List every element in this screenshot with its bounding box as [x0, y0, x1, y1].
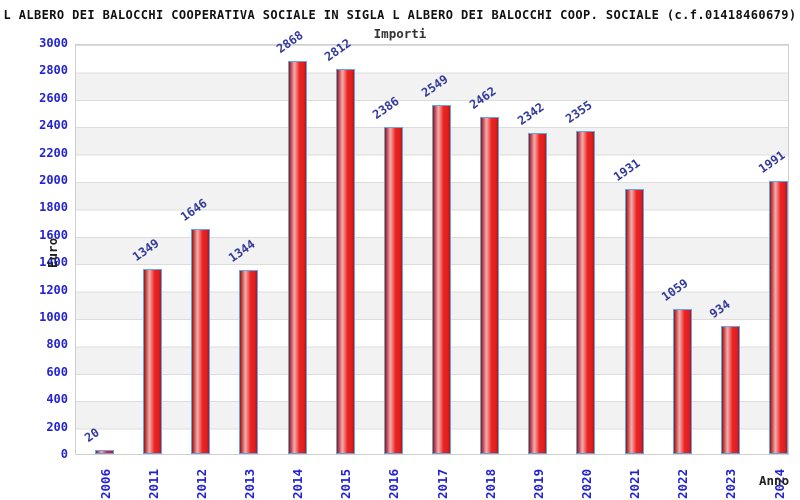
- y-tick-label: 400: [46, 392, 68, 407]
- bar-2012: [191, 228, 211, 454]
- bar-value-label: 934: [707, 297, 734, 322]
- bar-value-label: 20: [81, 425, 102, 445]
- x-tick-label: 2023: [723, 468, 739, 499]
- bar-2011: [143, 269, 163, 454]
- y-tick-label: 2000: [39, 173, 68, 187]
- y-tick-label: 1800: [39, 200, 68, 215]
- chart-subtitle: Importi: [373, 26, 427, 41]
- y-tick-label: 2200: [39, 145, 68, 160]
- bar-value-label: 1349: [129, 236, 162, 265]
- y-tick-label: 2600: [39, 90, 68, 105]
- bar-2022: [672, 308, 692, 454]
- bar-value-label: 1344: [225, 236, 258, 265]
- y-tick-label: 1400: [39, 255, 68, 270]
- y-tick-label: 1200: [39, 282, 68, 297]
- bar-value-label: 2549: [418, 71, 451, 100]
- plot-area: 20 1349 1646 1344 2868 2812 2386 2549 2462 2342 23…: [75, 28, 789, 455]
- x-tick-label: 2011: [145, 468, 161, 499]
- x-tick-label: 2019: [530, 468, 546, 499]
- y-tick-label: 2800: [39, 63, 68, 78]
- y-tick-label: 2400: [39, 118, 68, 133]
- bar-2023: [720, 326, 740, 454]
- bar-value-label: 1991: [755, 148, 788, 177]
- bar-2021: [624, 189, 644, 454]
- chart-title: L ALBERO DEI BALOCCHI COOPERATIVA SOCIAL…: [3, 8, 797, 22]
- bar-value-label: 2355: [562, 98, 595, 127]
- bar-2006: [95, 450, 114, 454]
- bar-value-label: 2386: [370, 94, 403, 123]
- x-tick-label: 2012: [193, 468, 209, 499]
- bar-2024: [769, 181, 788, 454]
- x-tick-label: 2015: [338, 468, 354, 499]
- x-tick-label: 2014: [290, 468, 306, 499]
- bar-value-label: 1646: [177, 195, 210, 224]
- y-tick-label: 600: [46, 364, 68, 379]
- x-tick-label: 2018: [482, 468, 498, 499]
- y-tick-label: 3000: [39, 36, 68, 50]
- x-tick-label: 2016: [386, 468, 402, 499]
- bar-value-label: 2462: [466, 83, 499, 112]
- bar-2013: [239, 269, 259, 454]
- x-tick-label: 2021: [627, 468, 643, 499]
- bar-2020: [576, 131, 596, 454]
- y-tick-label: 1600: [39, 227, 68, 242]
- bar-2015: [335, 68, 355, 454]
- bar-2019: [528, 133, 548, 454]
- x-tick-label: 2017: [434, 468, 450, 499]
- y-tick-label: 800: [46, 337, 68, 352]
- x-axis-title: Anno: [759, 473, 790, 488]
- bar-2014: [287, 61, 307, 454]
- x-tick-label: 2006: [97, 468, 113, 499]
- bar-value-label: 1931: [611, 156, 643, 185]
- x-tick-label: 2022: [675, 468, 691, 499]
- bar-2018: [480, 116, 500, 454]
- bar-value-label: 2342: [514, 100, 547, 129]
- y-tick-label: 1000: [39, 310, 68, 324]
- y-tick-label: 200: [46, 419, 68, 434]
- x-tick-label: 2020: [578, 468, 594, 499]
- y-axis-title: Euro: [45, 237, 60, 268]
- bar-2016: [383, 127, 403, 454]
- bar-value-label: 1059: [659, 275, 691, 304]
- x-tick-label: 2013: [241, 468, 257, 499]
- bar-2017: [432, 104, 451, 454]
- y-tick-label: 0: [60, 447, 68, 461]
